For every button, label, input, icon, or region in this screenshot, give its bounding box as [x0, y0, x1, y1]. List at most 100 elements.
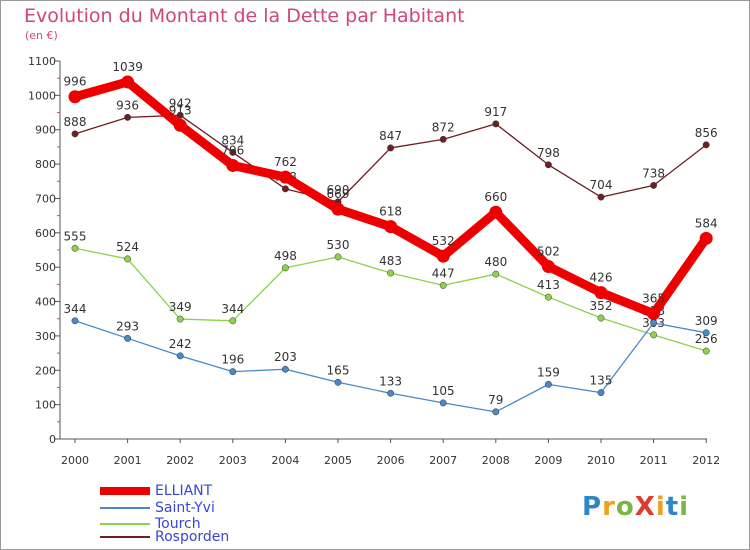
data-point	[334, 378, 342, 386]
logo-letter: i	[655, 492, 666, 522]
legend-swatch	[100, 523, 150, 525]
data-label: 1039	[112, 60, 143, 74]
data-label: 847	[379, 129, 402, 143]
data-label: 690	[327, 183, 350, 197]
data-label: 888	[64, 115, 87, 129]
data-point	[226, 158, 240, 172]
data-point	[331, 202, 345, 216]
data-label: 344	[221, 302, 244, 316]
x-tick-label: 2004	[271, 454, 299, 467]
x-tick-label: 2003	[219, 454, 247, 467]
data-point	[71, 130, 79, 138]
data-label: 483	[379, 254, 402, 268]
y-tick-label: 1100	[28, 55, 56, 68]
y-tick-label: 800	[35, 158, 56, 171]
x-tick-label: 2008	[482, 454, 510, 467]
y-tick-label: 200	[35, 364, 56, 377]
data-label: 996	[64, 75, 87, 89]
data-point	[702, 329, 710, 337]
data-point	[489, 205, 503, 219]
legend-label: Tourch	[155, 516, 201, 532]
data-point	[387, 389, 395, 397]
data-label: 293	[116, 319, 139, 333]
data-label: 555	[64, 229, 87, 243]
data-point	[650, 319, 658, 327]
data-point	[492, 408, 500, 416]
data-point	[544, 380, 552, 388]
x-tick-label: 2001	[114, 454, 142, 467]
data-point	[594, 286, 608, 300]
data-point	[492, 120, 500, 128]
data-point	[544, 293, 552, 301]
y-tick-label: 900	[35, 124, 56, 137]
logo-letter: i	[679, 492, 690, 522]
data-point	[597, 193, 605, 201]
data-label: 413	[537, 278, 560, 292]
data-label: 498	[274, 249, 297, 263]
data-point	[124, 113, 132, 121]
data-point	[71, 244, 79, 252]
x-tick-label: 2002	[166, 454, 194, 467]
data-label: 480	[484, 255, 507, 269]
data-label: 196	[221, 353, 244, 367]
data-point	[597, 389, 605, 397]
y-tick-label: 700	[35, 192, 56, 205]
proxiti-logo: ProXiti	[582, 492, 689, 522]
y-tick-label: 600	[35, 227, 56, 240]
data-point	[229, 317, 237, 325]
data-point	[124, 255, 132, 263]
data-label: 135	[590, 374, 613, 388]
data-point	[176, 111, 184, 119]
data-point	[278, 170, 292, 184]
data-point	[334, 253, 342, 261]
data-point	[439, 399, 447, 407]
y-tick-label: 100	[35, 399, 56, 412]
data-point	[436, 249, 450, 263]
data-label: 79	[488, 393, 503, 407]
data-label: 426	[590, 271, 613, 285]
data-label: 796	[221, 143, 244, 157]
data-point	[702, 141, 710, 149]
chart-subtitle: (en €)	[25, 29, 58, 42]
data-label: 365	[642, 292, 665, 306]
data-point	[387, 269, 395, 277]
legend-swatch	[100, 487, 150, 495]
data-point	[121, 75, 135, 89]
data-point	[281, 365, 289, 373]
data-label: 165	[327, 363, 350, 377]
data-label: 669	[327, 187, 350, 201]
logo-letter: t	[665, 492, 680, 522]
data-label: 105	[432, 384, 455, 398]
data-label: 660	[484, 190, 507, 204]
data-point	[439, 281, 447, 289]
data-label: 798	[537, 146, 560, 160]
x-tick-label: 2007	[429, 454, 457, 467]
data-point	[647, 307, 661, 321]
data-point	[699, 231, 713, 245]
x-tick-label: 2011	[640, 454, 668, 467]
data-point	[229, 368, 237, 376]
data-label: 738	[642, 166, 665, 180]
y-tick-label: 1000	[28, 89, 56, 102]
data-label: 530	[327, 238, 350, 252]
data-point	[124, 334, 132, 342]
data-point	[439, 135, 447, 143]
data-label: 913	[169, 103, 192, 117]
data-point	[597, 314, 605, 322]
data-label: 242	[169, 337, 192, 351]
y-tick-label: 0	[49, 433, 56, 446]
data-point	[229, 148, 237, 156]
x-tick-label: 2005	[324, 454, 352, 467]
legend-label: ELLIANT	[155, 483, 213, 499]
data-label: 917	[484, 105, 507, 119]
x-tick-label: 2009	[534, 454, 562, 467]
data-point	[541, 259, 555, 273]
data-point	[492, 270, 500, 278]
x-tick-label: 2000	[61, 454, 89, 467]
data-label: 309	[695, 314, 718, 328]
legend-swatch	[100, 507, 150, 509]
data-point	[281, 185, 289, 193]
data-label: 352	[590, 299, 613, 313]
y-tick-label: 400	[35, 296, 56, 309]
